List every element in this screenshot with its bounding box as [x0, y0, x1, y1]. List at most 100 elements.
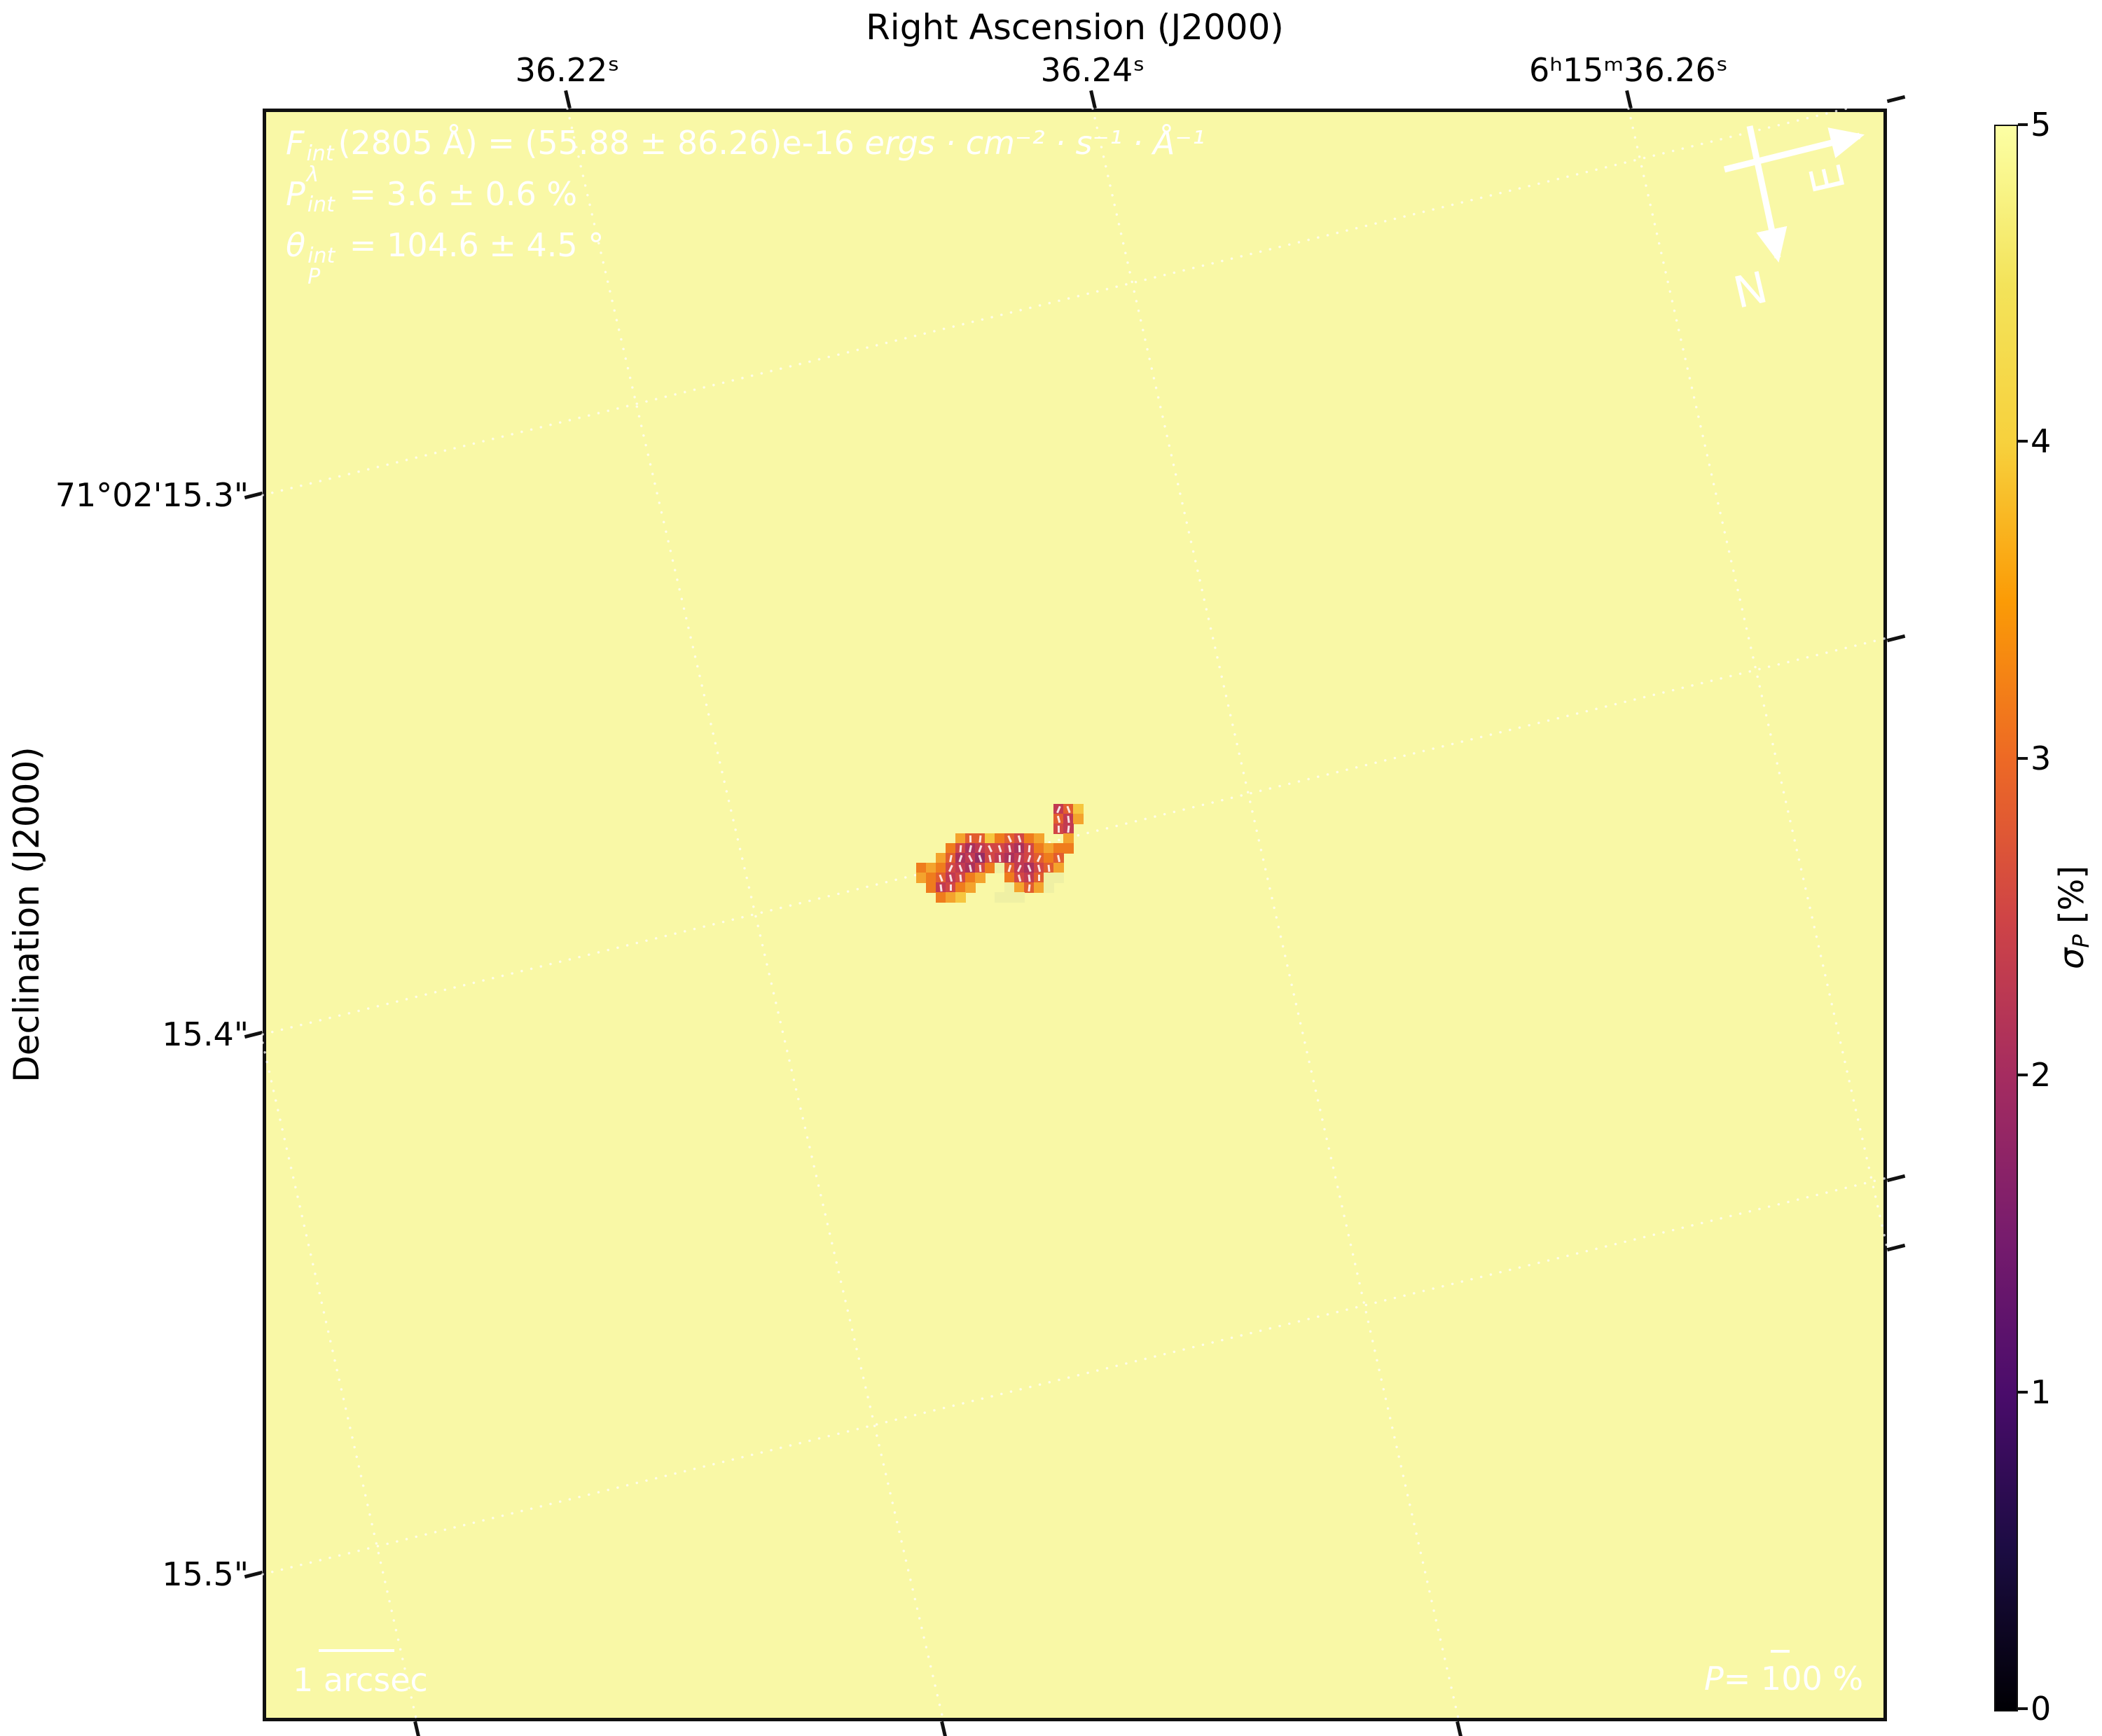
polarization-vector [1037, 864, 1041, 872]
pol-reference-bar [1771, 1650, 1790, 1653]
map-cell [1053, 853, 1064, 863]
colorbar-tick-label: 2 [2031, 1056, 2052, 1094]
polarization-vector [968, 854, 973, 862]
polarization-vector [997, 845, 1002, 852]
map-cell [995, 833, 1005, 844]
polarization-vector [978, 845, 983, 852]
colorbar-tick [2018, 1391, 2028, 1394]
polarization-vector [969, 864, 972, 872]
flux-symbol: F [286, 124, 305, 162]
polarization-vector [1038, 874, 1040, 881]
map-cell [936, 882, 946, 893]
north-label: N [1729, 261, 1772, 319]
map-cell [1014, 833, 1025, 844]
axis-tick [413, 1721, 421, 1736]
polarization-vector [1067, 815, 1070, 823]
polarization-vector [1057, 854, 1060, 862]
map-cell [1014, 843, 1025, 854]
polarization-vector [1017, 835, 1021, 842]
map-cell [1053, 843, 1064, 854]
map-cell [965, 833, 976, 844]
polarization-vector [939, 874, 943, 882]
map-cell [1044, 843, 1054, 854]
x-tick-label: 36.22ˢ [515, 51, 620, 89]
polarization-vector [949, 854, 953, 862]
map-cell [975, 873, 986, 883]
polarization-vector [1008, 845, 1011, 852]
map-cell [946, 873, 956, 883]
map-cell [975, 853, 986, 863]
map-cell [1024, 833, 1035, 844]
pol-symbol: P [286, 175, 305, 213]
pol-value: = 3.6 ± 0.6 % [338, 175, 578, 213]
colorbar-tick [2018, 757, 2028, 760]
map-cell [1063, 833, 1074, 844]
map-cell [946, 863, 956, 873]
map-cell [1004, 843, 1015, 854]
map-cell [1063, 814, 1074, 824]
map-cell [1014, 863, 1025, 873]
map-cell [1004, 863, 1015, 873]
map-cell [975, 833, 986, 844]
polarization-vector [979, 835, 982, 842]
polarization-vector [1067, 825, 1070, 833]
colorbar-tick-label: 0 [2031, 1690, 2052, 1728]
map-cell [965, 873, 976, 883]
map-cell [985, 863, 995, 873]
polarization-vector [950, 884, 952, 891]
map-cell [1073, 804, 1084, 814]
axis-tick [940, 1721, 948, 1736]
axis-tick [1886, 634, 1906, 643]
map-cell [1053, 863, 1064, 873]
axis-tick [1625, 90, 1633, 109]
y-tick-label: 15.4" [162, 1015, 249, 1053]
polarization-vector [959, 874, 962, 882]
map-cell [926, 882, 936, 893]
map-cell [916, 873, 927, 883]
x-tick-label: 36.24ˢ [1040, 51, 1145, 89]
map-cell [1044, 873, 1054, 883]
map-cell [1044, 882, 1054, 893]
polarization-vector [1056, 815, 1060, 823]
map-cell [1014, 853, 1025, 863]
scale-bar [319, 1649, 394, 1652]
polarization-vector [1007, 835, 1012, 842]
map-cell [975, 843, 986, 854]
y-tick-label: 15.5" [162, 1555, 249, 1593]
colorbar-tick-label: 1 [2031, 1373, 2052, 1411]
map-cell [955, 882, 966, 893]
polarization-vector [1027, 864, 1032, 872]
map-cell [946, 843, 956, 854]
x-axis-title: Right Ascension (J2000) [866, 7, 1284, 48]
axis-tick [1886, 1174, 1906, 1183]
polarization-vector [1057, 825, 1060, 833]
map-cell [936, 863, 946, 873]
polarization-vector [988, 854, 992, 862]
map-cell [955, 843, 966, 854]
map-cell [926, 873, 936, 883]
polarization-vector [1017, 864, 1022, 872]
polarization-vector [1008, 854, 1011, 862]
polarization-vector [988, 845, 993, 852]
map-cell [1034, 833, 1044, 844]
map-cell [1034, 863, 1044, 873]
coordinate-grid [261, 97, 1888, 1723]
polarization-vector [1047, 864, 1051, 872]
colorbar-tick-label: 4 [2031, 422, 2052, 460]
polarization-vector [1066, 805, 1071, 813]
map-cell [1034, 882, 1044, 893]
map-cell [946, 882, 956, 893]
map-cell [1063, 843, 1074, 854]
map-cell [936, 892, 946, 903]
y-tick-label: 71°02'15.3" [55, 476, 249, 514]
polarization-vector [1028, 845, 1030, 852]
map-cell [965, 843, 976, 854]
north-arrow [1746, 125, 1788, 263]
east-arrow [1723, 127, 1865, 173]
colorbar [1994, 125, 2018, 1711]
map-cell [1044, 863, 1054, 873]
